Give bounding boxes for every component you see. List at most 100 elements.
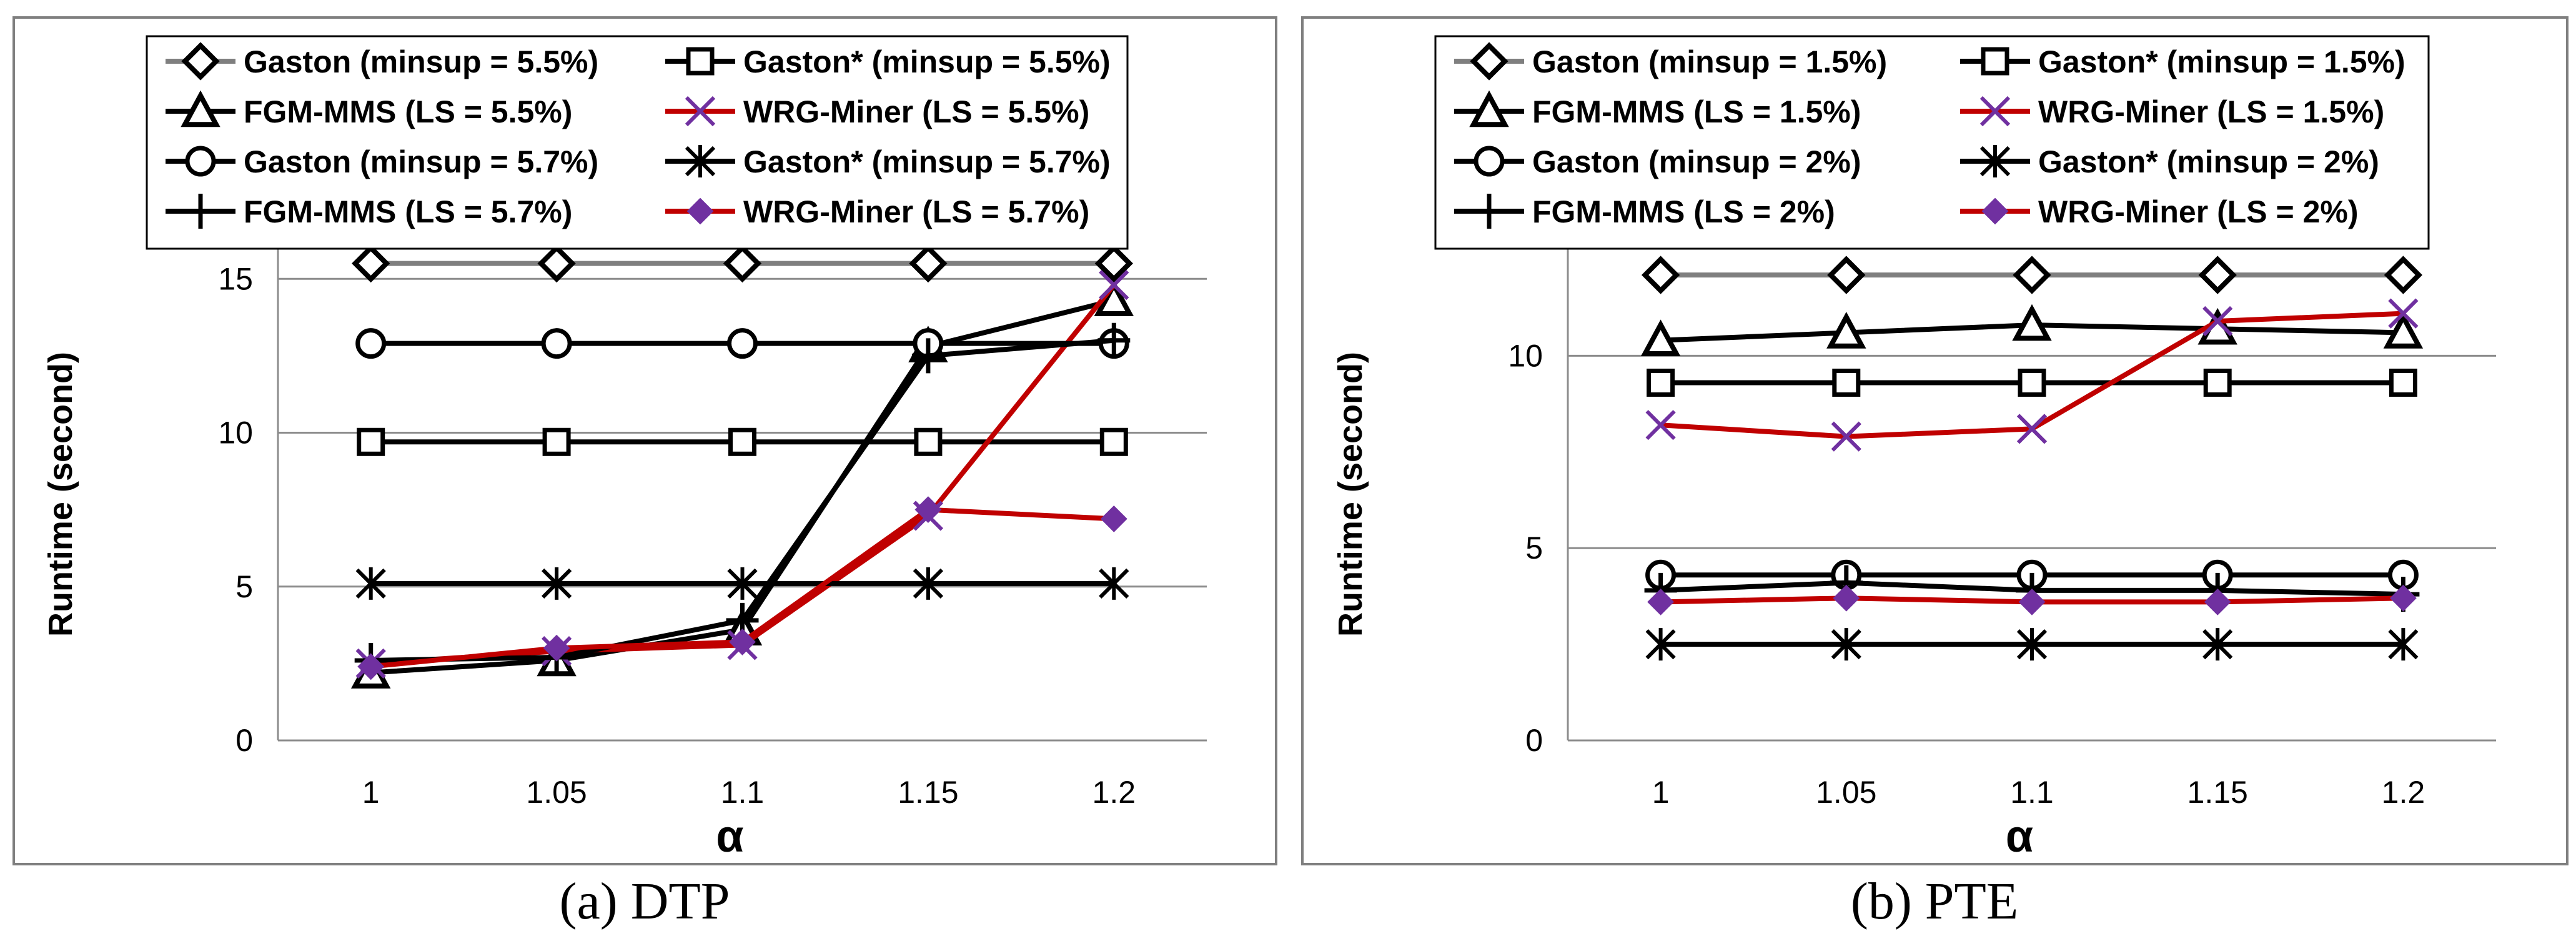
data-point (1099, 567, 1129, 600)
x-tick-label: 1.15 (898, 775, 958, 810)
legend-item: Gaston* (minsup = 5.5%) (665, 44, 1111, 79)
data-point (2018, 368, 2046, 397)
data-point (1647, 368, 1675, 397)
data-point (543, 634, 570, 662)
series-2 (1640, 304, 2424, 356)
data-point (541, 567, 572, 600)
legend-item: Gaston (minsup = 2%) (1454, 144, 1861, 179)
data-point (914, 427, 943, 456)
data-point (2204, 588, 2231, 615)
data-point (2388, 298, 2419, 329)
series-0 (1641, 256, 2423, 294)
data-point (2383, 312, 2424, 349)
data-point (909, 244, 948, 283)
x-tick-label: 1 (362, 775, 380, 810)
data-point (2203, 368, 2232, 397)
legend-frame (1434, 35, 2430, 250)
data-point (2389, 584, 2417, 612)
data-point (1826, 312, 1866, 349)
legend-label: WRG-Miner (LS = 1.5%) (2038, 94, 2384, 129)
data-point (355, 567, 386, 600)
legend-item: Gaston (minsup = 1.5%) (1454, 42, 1887, 81)
legend-item: FGM-MMS (LS = 5.7%) (166, 194, 572, 229)
legend-label: WRG-Miner (LS = 5.7%) (743, 194, 1089, 229)
data-point (2016, 628, 2048, 661)
x-tick-label: 1 (1652, 775, 1670, 810)
legend-swatch-marker (685, 96, 716, 127)
y-tick-label: 0 (1525, 723, 1543, 758)
legend-swatch-marker (1979, 96, 2011, 127)
legend-item: Gaston (minsup = 5.7%) (166, 144, 598, 179)
data-point (2389, 368, 2417, 397)
data-point (1831, 628, 1861, 661)
legend-swatch-marker (1470, 42, 1508, 81)
legend-item: WRG-Miner (LS = 5.5%) (665, 94, 1089, 129)
legend-swatch-marker (1469, 90, 1509, 127)
data-point (1094, 279, 1134, 316)
data-point (1647, 588, 1675, 615)
legend-label: Gaston* (minsup = 5.7%) (743, 144, 1111, 179)
data-point (729, 628, 756, 655)
panel-caption: (a) DTP (560, 872, 730, 930)
legend-label: Gaston* (minsup = 5.5%) (743, 44, 1111, 79)
data-point (537, 244, 576, 283)
y-tick-label: 15 (218, 261, 253, 296)
data-point (727, 567, 758, 600)
data-point (2018, 588, 2046, 615)
legend-label: FGM-MMS (LS = 1.5%) (1532, 94, 1861, 129)
data-point (542, 427, 571, 456)
y-axis-label: Runtime (second) (1332, 352, 1369, 637)
data-point (355, 328, 387, 359)
y-tick-label: 5 (235, 569, 253, 604)
data-point (1099, 269, 1129, 301)
data-point (1100, 505, 1127, 532)
legend-item: Gaston* (minsup = 1.5%) (1960, 44, 2405, 79)
series-1 (1647, 368, 2417, 397)
x-tick-label: 1.15 (2187, 775, 2248, 810)
x-axis-label: α (2006, 812, 2033, 862)
legend-item: Gaston (minsup = 5.5%) (166, 42, 598, 81)
series-5 (1645, 628, 2419, 661)
legend: Gaston (minsup = 1.5%) Gaston* (minsup = … (1434, 35, 2430, 250)
legend-swatch-marker (686, 197, 714, 225)
series-5 (355, 567, 1129, 600)
y-tick-label: 0 (235, 723, 253, 758)
y-tick-label: 5 (1525, 530, 1543, 565)
x-axis-label: α (716, 812, 743, 862)
y-tick-label: 10 (1508, 338, 1543, 373)
legend-label: FGM-MMS (LS = 5.7%) (244, 194, 572, 229)
legend-swatch-marker (1473, 194, 1505, 229)
legend-swatch-marker (686, 47, 715, 76)
legend-swatch-marker (1981, 47, 2009, 76)
legend-swatch-marker (1474, 146, 1505, 177)
x-tick-label: 1.1 (721, 775, 765, 810)
legend-frame (146, 35, 1129, 250)
legend-label: Gaston (minsup = 5.5%) (244, 44, 598, 79)
data-point (1827, 256, 1866, 294)
x-tick-label: 1.2 (2382, 775, 2425, 810)
x-tick-label: 1.05 (1816, 775, 1876, 810)
data-point (1099, 427, 1128, 456)
legend-label: Gaston* (minsup = 1.5%) (2038, 44, 2405, 79)
data-point (911, 338, 944, 374)
data-point (914, 496, 942, 524)
legend-swatch-marker (181, 42, 220, 81)
data-point (2388, 628, 2419, 661)
data-point (727, 328, 758, 359)
data-point (913, 567, 944, 600)
legend-label: Gaston (minsup = 2%) (1532, 144, 1861, 179)
legend-label: WRG-Miner (LS = 2%) (2038, 194, 2359, 229)
data-point (1833, 584, 1860, 612)
data-point (2384, 256, 2423, 294)
data-point (357, 653, 385, 680)
series-7 (357, 496, 1127, 680)
series-3 (1645, 298, 2419, 452)
data-point (1831, 421, 1861, 452)
legend-label: FGM-MMS (LS = 5.5%) (244, 94, 572, 129)
legend-swatch-marker (181, 90, 220, 127)
data-point (1645, 410, 1676, 441)
data-point (1641, 256, 1680, 294)
panel-caption: (b) PTE (1851, 872, 2018, 930)
legend-swatch-marker (185, 146, 216, 177)
legend-label: Gaston (minsup = 1.5%) (1532, 44, 1887, 79)
